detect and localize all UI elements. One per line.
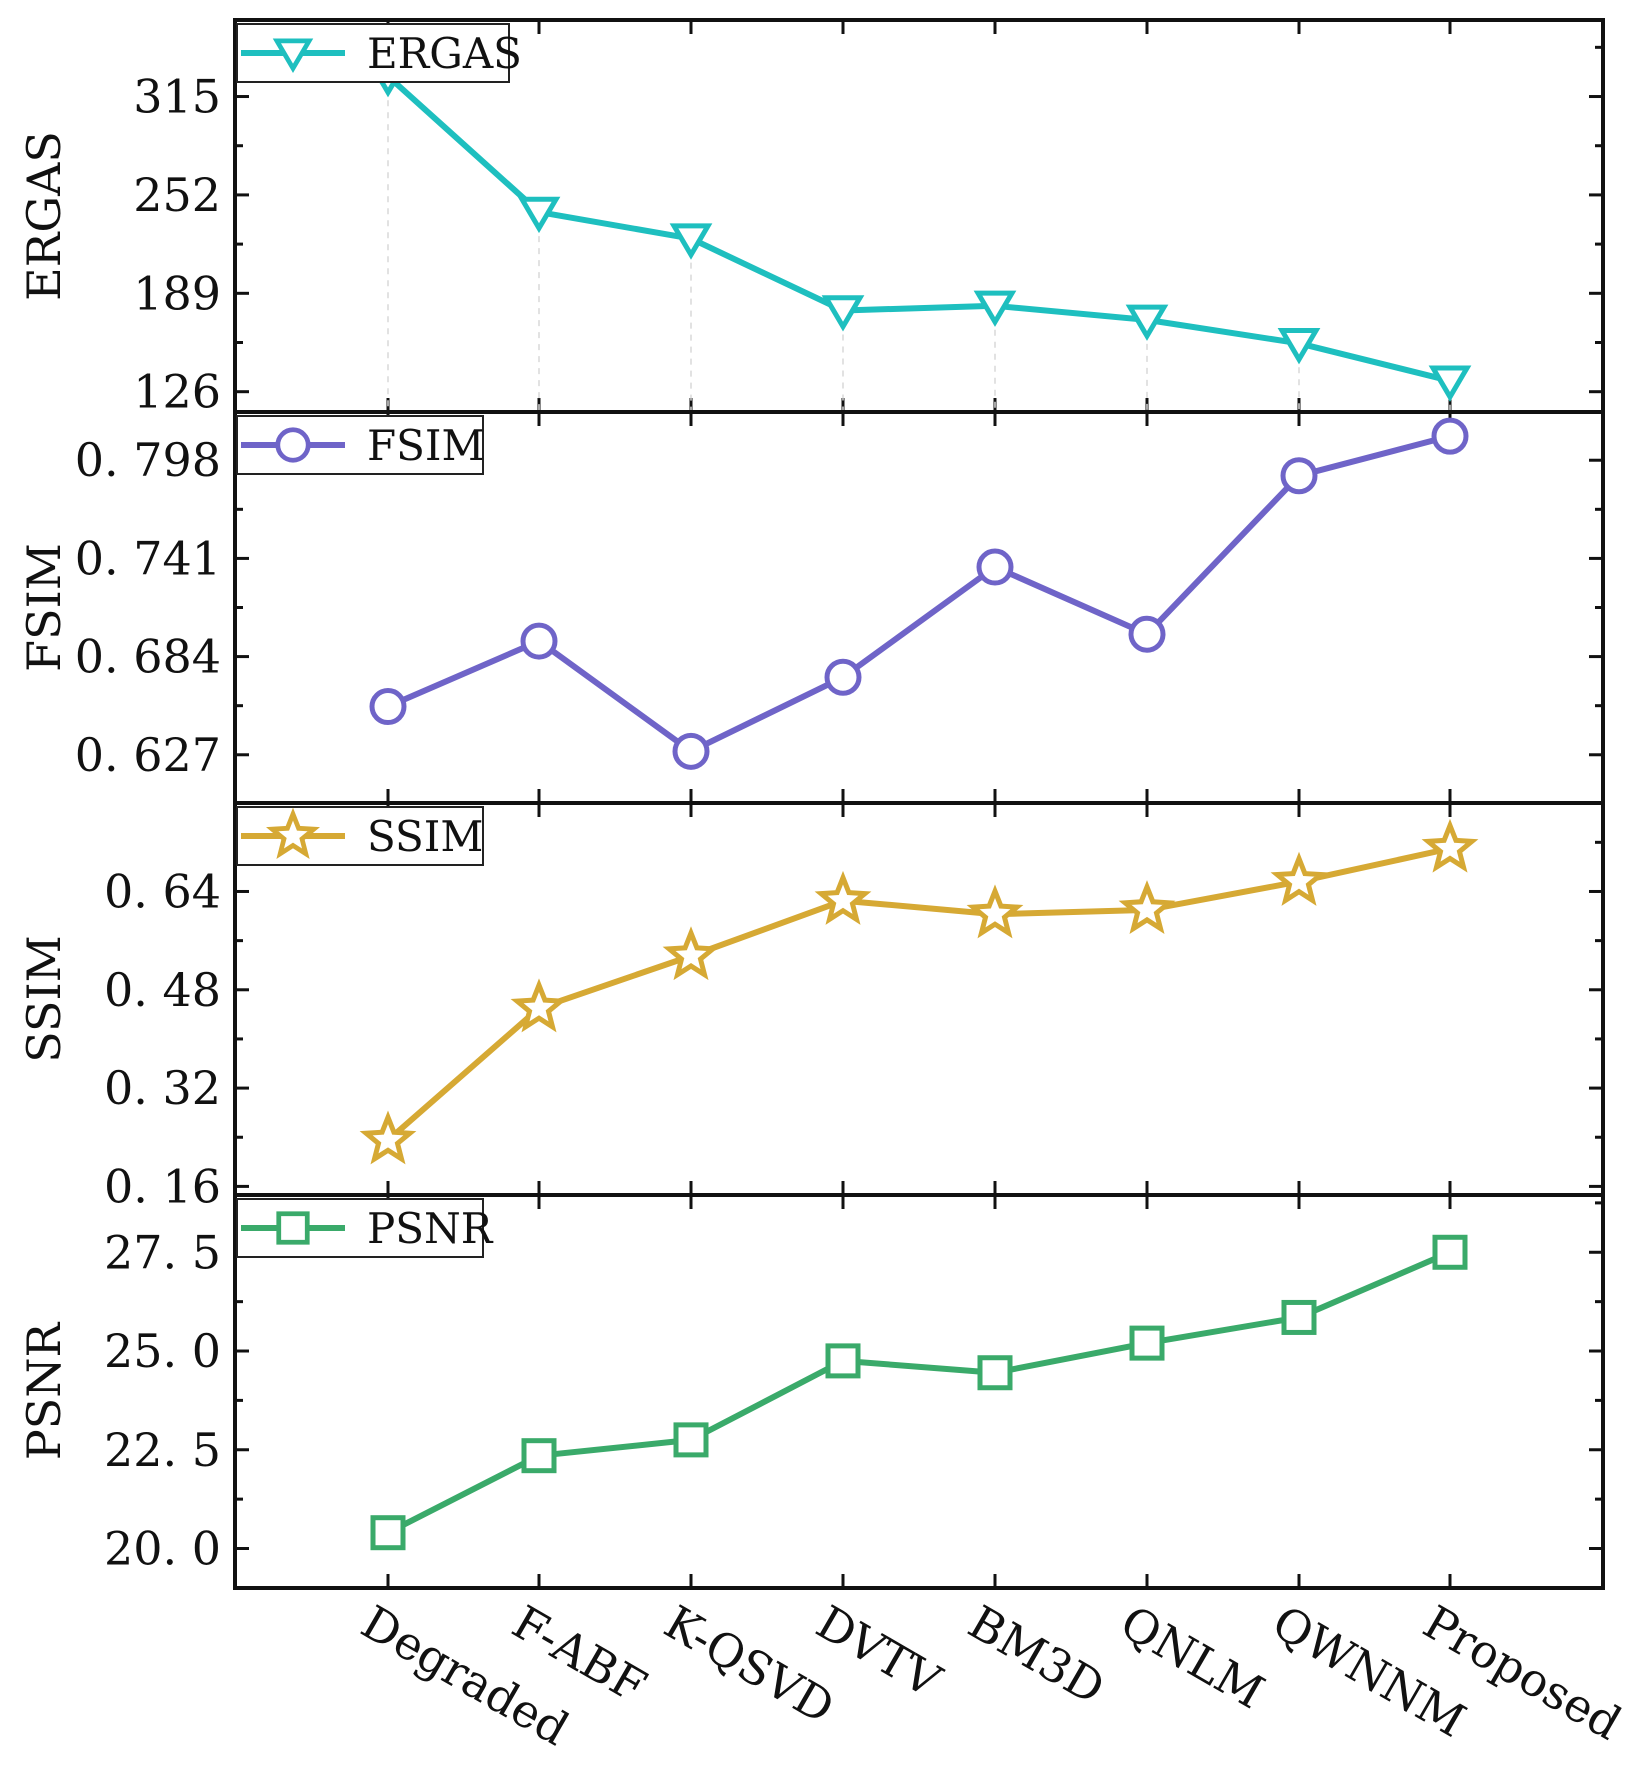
y-tick-label: 0. 48 (104, 963, 221, 1017)
y-tick-label: 0. 64 (104, 864, 221, 918)
data-point-fsim (1431, 417, 1469, 455)
data-point-ssim (1421, 818, 1479, 873)
y-axis-title: PSNR (17, 1321, 71, 1460)
y-axis-title: SSIM (17, 935, 71, 1063)
panel-psnr: 20. 0 22. 5 25. 0 27. 5 PSNR PSNR (17, 1193, 1605, 1590)
series-line-fsim (386, 433, 1451, 755)
y-tick-label: 252 (133, 168, 221, 222)
data-point-ssim (1118, 880, 1176, 935)
y-tick-label: 22. 5 (104, 1423, 221, 1477)
data-point-ergas (1428, 365, 1472, 402)
panel-ergas: 126 252 189 315 ERGAS ERGAS (17, 18, 1605, 419)
data-point-ergas (1125, 304, 1169, 341)
data-point-ergas (1277, 328, 1321, 365)
data-point-psnr (825, 1343, 861, 1379)
y-tick-label: 27. 5 (104, 1225, 221, 1279)
legend-marker (275, 427, 311, 463)
data-point-ergas (669, 223, 713, 260)
y-tick-label: 315 (133, 70, 221, 124)
y-tick-label: 0. 16 (104, 1159, 221, 1213)
data-point-psnr (1129, 1325, 1165, 1361)
legend-label: FSIM (367, 421, 485, 470)
y-tick-label: 0. 684 (75, 630, 221, 684)
legend-fsim: FSIM (236, 415, 485, 475)
y-tick-label: 0. 741 (75, 531, 221, 585)
data-point-ssim (359, 1110, 417, 1165)
data-point-fsim (520, 622, 558, 660)
legend-label: SSIM (367, 812, 483, 861)
data-point-fsim (1280, 457, 1318, 495)
data-point-ssim (966, 884, 1024, 939)
legend-ergas: ERGAS (236, 23, 522, 83)
y-tick-label: 0. 32 (104, 1061, 221, 1115)
x-category-label: QNLM (1112, 1595, 1274, 1720)
y-tick-label: 0. 798 (75, 433, 221, 487)
y-tick-label: 25. 0 (104, 1324, 221, 1378)
data-point-ergas (821, 295, 865, 332)
y-tick-label: 0. 627 (75, 728, 221, 782)
data-point-psnr (521, 1438, 557, 1474)
data-point-fsim (824, 658, 862, 696)
y-tick-label: 189 (133, 266, 221, 320)
data-point-ssim (814, 870, 872, 925)
series-line-ergas (385, 73, 1451, 384)
series-line-psnr (386, 1249, 1452, 1536)
legend-marker (272, 38, 314, 73)
legend-label: PSNR (367, 1204, 494, 1253)
data-point-ssim (662, 926, 720, 981)
data-point-fsim (369, 688, 407, 726)
x-category-label: K-QSVD (656, 1595, 844, 1735)
legend-psnr: PSNR (236, 1198, 494, 1258)
data-point-fsim (1128, 615, 1166, 653)
data-point-ergas (973, 290, 1017, 327)
data-point-fsim (976, 548, 1014, 586)
y-tick-label: 20. 0 (104, 1522, 221, 1576)
data-point-psnr (370, 1515, 406, 1551)
y-tick-label: 126 (133, 365, 221, 419)
y-axis-title: ERGAS (17, 131, 71, 301)
x-category-label: BM3D (960, 1595, 1114, 1715)
data-point-psnr (977, 1355, 1013, 1391)
legend-ssim: SSIM (236, 806, 484, 866)
data-point-psnr (673, 1422, 709, 1458)
data-point-ergas (517, 196, 561, 234)
panel-fsim: 0. 627 0. 684 0. 741 0. 798 FSIM FSIM (17, 410, 1605, 805)
data-point-fsim (672, 732, 710, 770)
panel-ssim: 0. 16 0. 32 0. 48 0. 64 SSIM SSIM (17, 801, 1605, 1213)
data-point-psnr (1281, 1299, 1317, 1335)
data-point-ssim (510, 978, 568, 1033)
data-point-ssim (1270, 851, 1328, 906)
legend-marker (266, 807, 320, 859)
legend-marker (276, 1211, 310, 1245)
legend-label: ERGAS (367, 29, 522, 78)
data-point-psnr (1432, 1234, 1468, 1270)
panel-frame (233, 1193, 1605, 1590)
y-axis-title: FSIM (17, 543, 71, 672)
